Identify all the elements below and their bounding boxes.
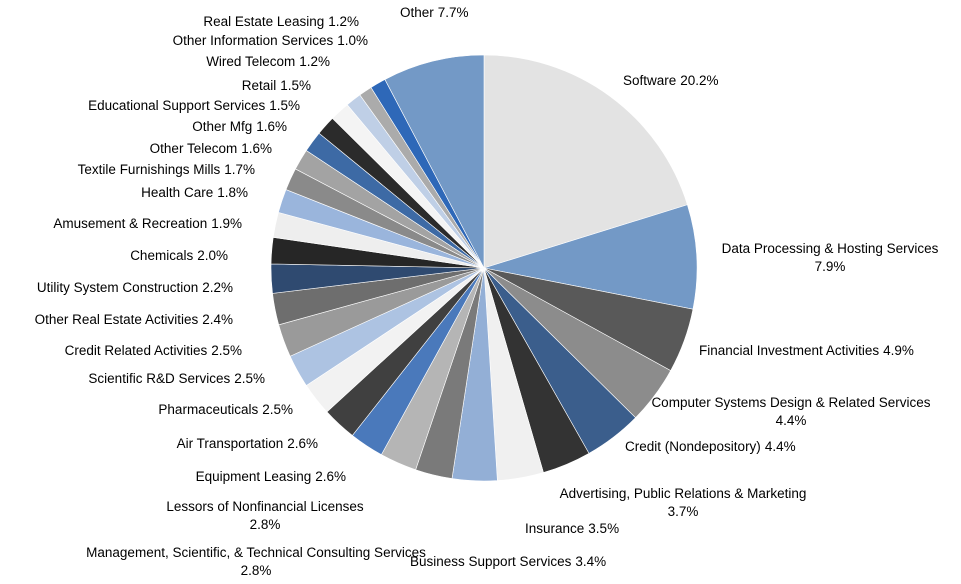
slice-label: Utility System Construction 2.2% xyxy=(37,280,233,295)
slice-value: 3.4% xyxy=(575,554,606,569)
slice-value: 2.6% xyxy=(287,436,318,451)
slice-category: Credit (Nondepository) xyxy=(625,439,761,454)
slice-category: Advertising, Public Relations & Marketin… xyxy=(560,486,807,501)
slice-value: 20.2% xyxy=(680,73,718,88)
slice-value: 2.4% xyxy=(202,312,233,327)
slice-category: Educational Support Services xyxy=(88,98,265,113)
slice-label: Wired Telecom 1.2% xyxy=(206,54,330,69)
slice-category: Pharmaceuticals xyxy=(158,402,258,417)
slice-category: Air Transportation xyxy=(177,436,284,451)
pie-slice xyxy=(483,54,688,269)
slice-value: 7.9% xyxy=(815,259,846,274)
slice-value: 1.7% xyxy=(224,162,255,177)
slice-category: Textile Furnishings Mills xyxy=(78,162,221,177)
slice-label: Air Transportation 2.6% xyxy=(177,436,318,451)
slice-label: Lessors of Nonfinancial Licenses 2.8% xyxy=(166,499,364,532)
slice-label: Management, Scientific, & Technical Cons… xyxy=(86,545,426,578)
slice-label: Business Support Services 3.4% xyxy=(410,554,606,569)
slice-category: Management, Scientific, & Technical Cons… xyxy=(86,545,426,560)
slice-label: Data Processing & Hosting Services 7.9% xyxy=(722,241,939,274)
slice-category: Other Information Services xyxy=(173,33,334,48)
slice-label: Real Estate Leasing 1.2% xyxy=(203,14,359,29)
slice-label: Other Information Services 1.0% xyxy=(173,33,368,48)
slice-value: 1.9% xyxy=(211,216,242,231)
slice-label: Other Real Estate Activities 2.4% xyxy=(35,312,233,327)
slice-category: Software xyxy=(623,73,676,88)
slice-value: 2.5% xyxy=(262,402,293,417)
slice-label: Credit (Nondepository) 4.4% xyxy=(625,439,796,454)
slice-category: Other xyxy=(400,5,434,20)
slice-value: 1.8% xyxy=(217,185,248,200)
slice-value: 3.5% xyxy=(588,521,619,536)
slice-label: Scientific R&D Services 2.5% xyxy=(88,371,265,386)
slice-value: 1.5% xyxy=(280,78,311,93)
slice-value: 2.8% xyxy=(250,517,281,532)
slice-label: Financial Investment Activities 4.9% xyxy=(699,343,914,358)
slice-label: Health Care 1.8% xyxy=(141,185,248,200)
slice-category: Other Telecom xyxy=(150,141,238,156)
slice-label: Retail 1.5% xyxy=(242,78,311,93)
slice-category: Data Processing & Hosting Services xyxy=(722,241,939,256)
slice-value: 2.8% xyxy=(241,563,272,578)
slice-value: 2.5% xyxy=(211,343,242,358)
slice-label: Computer Systems Design & Related Servic… xyxy=(651,395,930,428)
slice-category: Other Mfg xyxy=(192,119,252,134)
slice-value: 7.7% xyxy=(438,5,469,20)
slice-label: Credit Related Activities 2.5% xyxy=(65,343,242,358)
slice-category: Lessors of Nonfinancial Licenses xyxy=(166,499,364,514)
pie-slice xyxy=(483,204,698,310)
slice-category: Utility System Construction xyxy=(37,280,198,295)
slice-category: Scientific R&D Services xyxy=(88,371,230,386)
slice-category: Chemicals xyxy=(130,248,193,263)
slice-value: 1.5% xyxy=(269,98,300,113)
slice-category: Equipment Leasing xyxy=(196,469,312,484)
pie-slice xyxy=(384,54,485,269)
slice-value: 2.0% xyxy=(197,248,228,263)
slice-label: Advertising, Public Relations & Marketin… xyxy=(560,486,807,519)
slice-value: 2.2% xyxy=(202,280,233,295)
slice-value: 1.6% xyxy=(256,119,287,134)
slice-value: 3.7% xyxy=(668,504,699,519)
slice-value: 2.5% xyxy=(234,371,265,386)
slice-category: Amusement & Recreation xyxy=(53,216,207,231)
slice-category: Computer Systems Design & Related Servic… xyxy=(651,395,930,410)
slice-label: Textile Furnishings Mills 1.7% xyxy=(78,162,255,177)
slice-label: Other Telecom 1.6% xyxy=(150,141,272,156)
slice-value: 4.4% xyxy=(765,439,796,454)
slice-label: Amusement & Recreation 1.9% xyxy=(53,216,242,231)
slice-category: Real Estate Leasing xyxy=(203,14,324,29)
slice-value: 1.2% xyxy=(299,54,330,69)
slice-label: Other 7.7% xyxy=(400,5,469,20)
slice-label: Software 20.2% xyxy=(623,73,719,88)
slice-label: Equipment Leasing 2.6% xyxy=(196,469,346,484)
slice-value: 4.9% xyxy=(883,343,914,358)
slice-label: Insurance 3.5% xyxy=(525,521,619,536)
slice-value: 1.6% xyxy=(241,141,272,156)
slice-label: Other Mfg 1.6% xyxy=(192,119,287,134)
slice-label: Educational Support Services 1.5% xyxy=(88,98,300,113)
slice-category: Credit Related Activities xyxy=(65,343,208,358)
slice-value: 1.0% xyxy=(337,33,368,48)
slice-value: 1.2% xyxy=(328,14,359,29)
slice-category: Other Real Estate Activities xyxy=(35,312,199,327)
slice-value: 2.6% xyxy=(315,469,346,484)
slice-value: 4.4% xyxy=(776,413,807,428)
slice-category: Retail xyxy=(242,78,277,93)
slice-category: Insurance xyxy=(525,521,584,536)
slice-category: Business Support Services xyxy=(410,554,572,569)
slice-label: Pharmaceuticals 2.5% xyxy=(158,402,293,417)
slice-category: Financial Investment Activities xyxy=(699,343,879,358)
slice-category: Wired Telecom xyxy=(206,54,295,69)
slice-category: Health Care xyxy=(141,185,213,200)
slice-label: Chemicals 2.0% xyxy=(130,248,228,263)
